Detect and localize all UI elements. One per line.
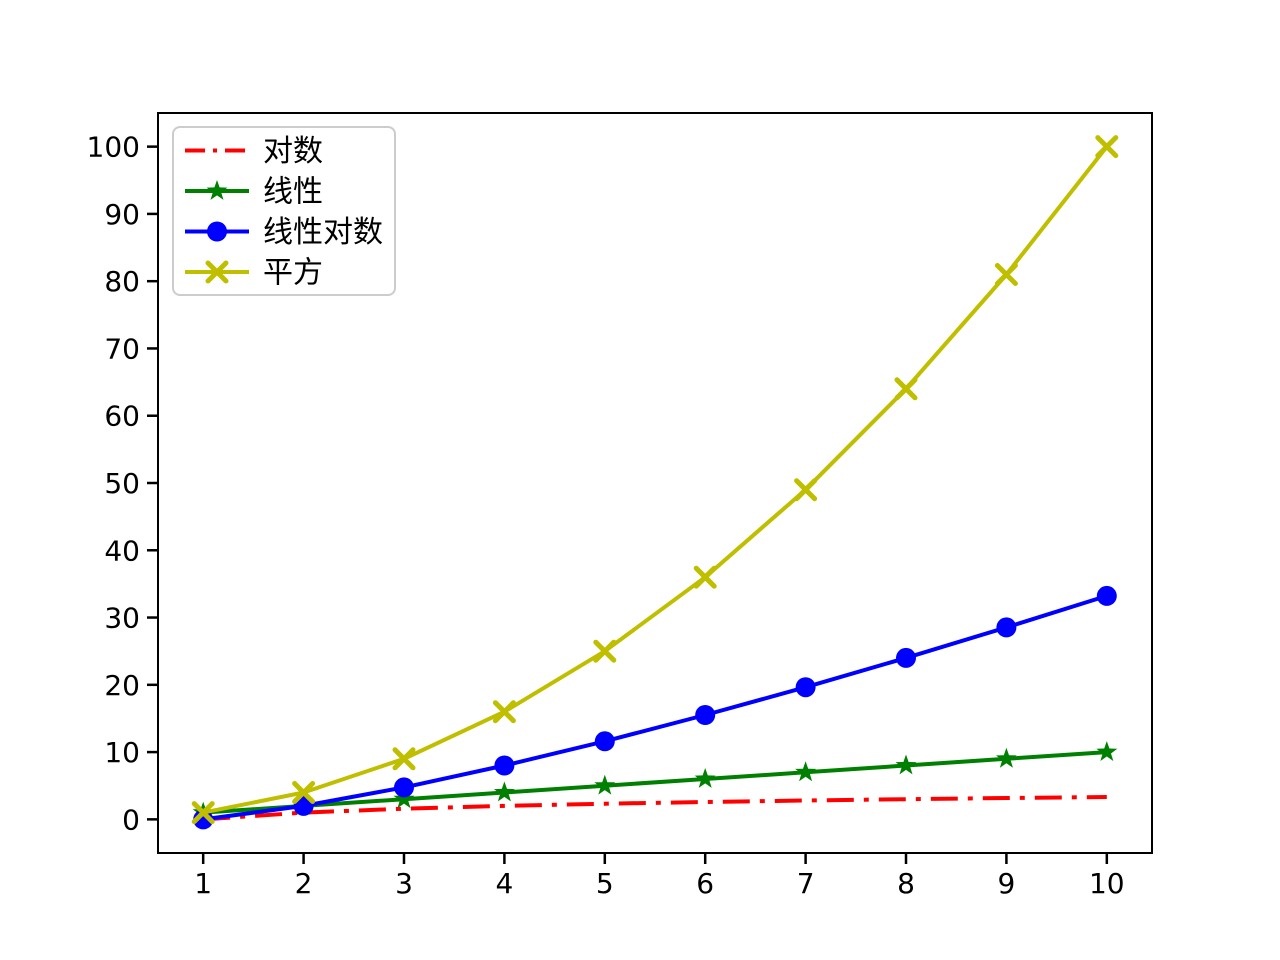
series-markers-3 xyxy=(191,135,1119,825)
x-marker xyxy=(894,377,918,401)
x-tick-label: 8 xyxy=(897,867,915,900)
plot-frame xyxy=(157,112,1153,854)
series-line-3 xyxy=(202,145,1109,815)
circle-marker xyxy=(795,677,816,698)
x-tick-label: 5 xyxy=(596,867,614,900)
star-marker xyxy=(493,781,515,802)
x-marker xyxy=(693,565,717,589)
y-tick-label: 40 xyxy=(104,534,140,567)
series-line-0 xyxy=(203,795,1107,822)
star-marker xyxy=(1096,741,1118,761)
y-tick-label: 80 xyxy=(104,265,140,298)
series-line-2 xyxy=(202,593,1108,822)
circle-marker xyxy=(207,221,227,242)
circle-marker xyxy=(1096,585,1117,606)
series-line-1 xyxy=(203,750,1107,815)
legend-label-0: 对数 xyxy=(263,134,323,169)
star-marker xyxy=(594,774,616,795)
circle-marker xyxy=(896,647,916,668)
x-marker xyxy=(794,478,818,502)
x-marker xyxy=(292,781,316,804)
y-tick-label: 10 xyxy=(104,736,140,769)
star-marker xyxy=(393,788,415,809)
x-marker xyxy=(205,260,229,284)
circle-marker xyxy=(695,705,716,725)
circle-marker xyxy=(394,777,414,798)
x-marker xyxy=(593,639,617,663)
series-markers-2 xyxy=(193,585,1117,830)
x-tick-label: 6 xyxy=(696,867,714,900)
x-tick-label: 4 xyxy=(495,867,513,900)
star-marker xyxy=(206,180,228,200)
x-tick-label: 3 xyxy=(395,867,413,900)
x-marker xyxy=(492,700,516,724)
x-tick-label: 10 xyxy=(1089,867,1125,900)
circle-marker xyxy=(494,755,515,776)
x-marker xyxy=(994,263,1018,286)
legend-label-3: 平方 xyxy=(263,256,323,291)
x-marker xyxy=(392,747,416,771)
x-tick-label: 9 xyxy=(998,867,1016,900)
y-tick-label: 20 xyxy=(104,669,140,702)
y-tick-label: 60 xyxy=(104,400,140,433)
x-tick-label: 7 xyxy=(797,867,815,900)
star-marker xyxy=(895,754,917,775)
y-tick-label: 90 xyxy=(104,198,140,231)
legend-label-1: 线性 xyxy=(263,175,323,210)
y-tick-label: 30 xyxy=(104,602,140,635)
x-tick-label: 2 xyxy=(295,867,313,900)
y-tick-label: 70 xyxy=(104,332,140,365)
circle-marker xyxy=(594,731,615,752)
y-tick-label: 100 xyxy=(87,131,140,164)
star-marker xyxy=(996,747,1017,768)
x-marker xyxy=(191,801,215,825)
star-marker xyxy=(694,768,716,788)
y-tick-label: 50 xyxy=(104,467,140,500)
star-marker xyxy=(795,761,817,782)
circle-marker xyxy=(996,617,1017,638)
legend-box xyxy=(172,126,396,296)
x-marker xyxy=(1095,135,1119,159)
legend-label-2: 线性对数 xyxy=(263,215,383,250)
y-tick-label: 0 xyxy=(122,803,140,836)
x-tick-label: 1 xyxy=(194,867,212,900)
